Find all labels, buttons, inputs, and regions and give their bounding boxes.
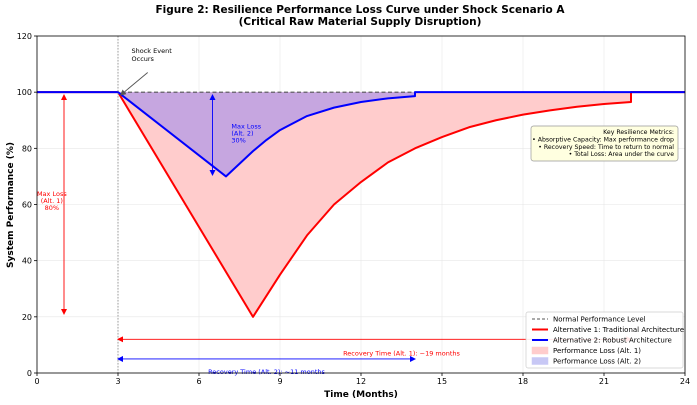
loss-area-alt2 [37,92,685,177]
x-tick-label: 9 [277,377,282,386]
max-loss-alt1-label-line: (Alt. 1) [41,197,63,205]
x-tick-label: 15 [437,377,447,386]
recovery-alt2-label: Recovery Time (Alt. 2): ~11 months [208,368,325,376]
legend-box [525,311,684,369]
legend-label: Alternative 2: Robust Architecture [553,337,672,345]
series-line-alt2 [37,91,685,178]
max-loss-alt2-label-line: Max Loss [231,123,261,131]
metrics-line: Key Resilience Metrics: [603,129,674,136]
metrics-line: • Recovery Speed: Time to return to norm… [538,144,674,151]
y-tick-label: 0 [27,369,32,378]
y-tick-label: 80 [22,144,32,153]
legend-swatch [531,357,549,365]
y-tick-label: 60 [22,201,32,210]
chart-title-line1: Figure 2: Resilience Performance Loss Cu… [155,4,565,16]
metrics-line: • Absorptive Capacity: Max performance d… [532,136,674,143]
max-loss-alt2-label-line: 30% [231,137,245,145]
shock-event-arrow [119,72,148,96]
x-tick-label: 3 [115,377,120,386]
legend-label: Alternative 1: Traditional Architecture [553,326,684,334]
legend-label: Normal Performance Level [553,316,646,324]
x-tick-label: 6 [196,377,201,386]
x-axis-label: Time (Months) [324,390,398,400]
y-tick-label: 120 [17,32,32,41]
legend-label: Performance Loss (Alt. 1) [553,347,641,355]
metrics-box-bg [530,125,679,162]
shock-event-label-line: Shock Event [132,47,173,55]
key-metrics-box: Key Resilience Metrics:• Absorptive Capa… [530,125,679,162]
x-tick-label: 18 [518,377,528,386]
y-tick-label: 20 [22,313,32,322]
chart-title-line2: (Critical Raw Material Supply Disruption… [239,16,482,28]
max-loss-alt2-label: Max Loss (Alt. 2) 30% [231,123,261,145]
x-tick-label: 0 [34,377,39,386]
y-axis-label: System Performance (%) [6,142,16,268]
max-loss-alt1-label-line: 80% [45,204,59,212]
x-tick-label: 12 [356,377,366,386]
series-line-alt1 [37,91,685,318]
shock-event-label-line: Occurs [132,55,155,63]
axes: 0 3 6 9 12 15 18 21 24 0 20 40 60 80 100 120 [17,32,690,386]
x-tick-label: 21 [599,377,609,386]
loss-fill-areas [37,92,685,317]
max-loss-alt1-label-line: Max Loss [37,190,67,198]
max-loss-alt1-label: Max Loss (Alt. 1) 80% [37,190,67,212]
series-lines [37,91,685,318]
metrics-line: • Total Loss: Area under the curve [569,151,675,158]
legend-label: Performance Loss (Alt. 2) [553,358,641,366]
legend-swatch [531,346,549,355]
max-loss-alt2-label-line: (Alt. 2) [231,130,253,138]
legend: Normal Performance Level Alternative 1: T… [525,311,684,369]
y-tick-label: 100 [17,88,32,97]
y-tick-label: 40 [22,257,32,266]
shock-event-label: Shock Event Occurs [132,47,173,63]
x-tick-label: 24 [680,377,690,386]
recovery-alt1-label: Recovery Time (Alt. 1): ~19 months [343,350,460,358]
